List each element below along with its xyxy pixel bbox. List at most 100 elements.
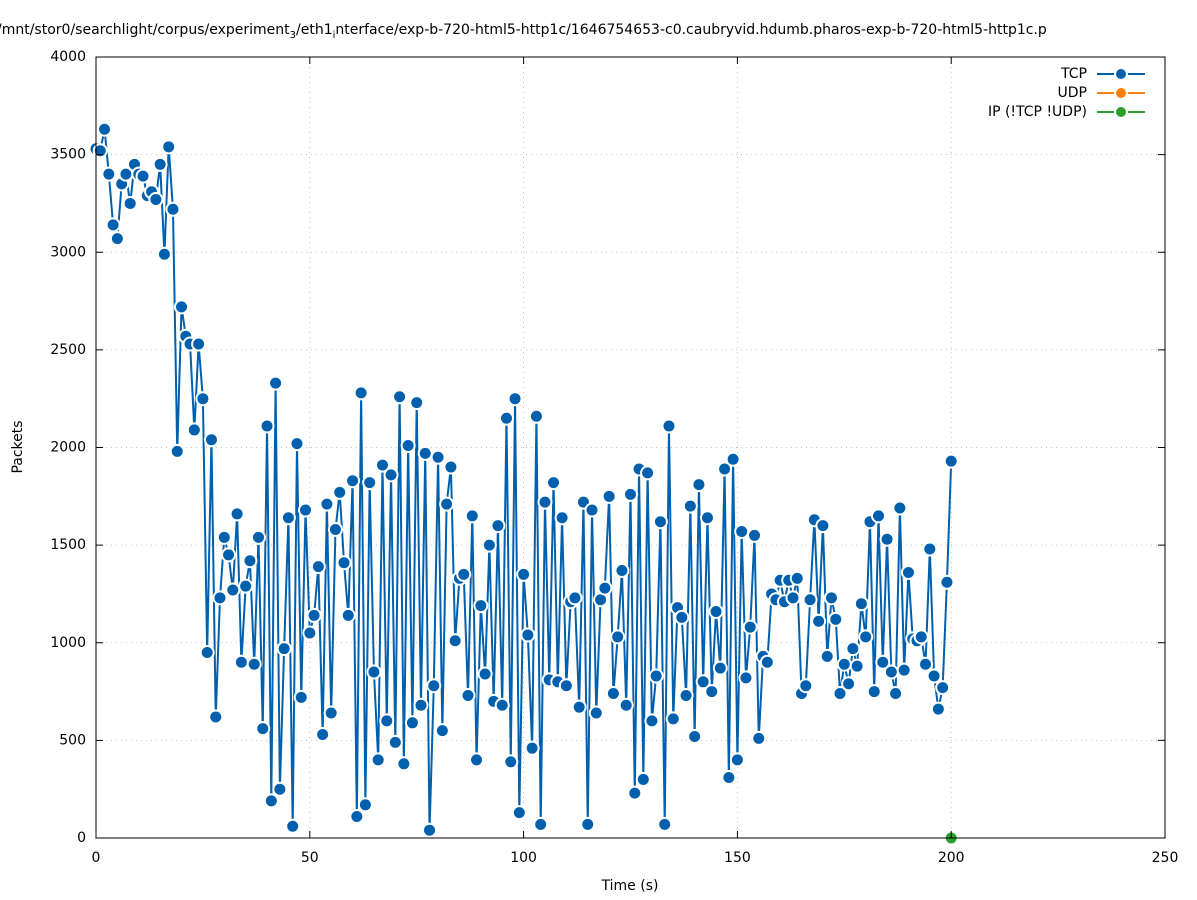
data-point [340,607,356,623]
data-point [319,496,335,512]
y-tick-label: 2500 [50,342,86,358]
data-point [494,697,510,713]
data-point [229,506,245,522]
data-point [246,656,262,672]
data-point [623,486,638,502]
data-point [618,697,634,713]
data-point [135,168,151,184]
data-point [828,611,844,627]
data-point [298,502,314,518]
data-point [785,590,801,606]
data-point [738,670,754,686]
data-point [379,713,395,729]
data-point [195,391,211,407]
data-point [896,662,912,678]
data-point [366,664,382,680]
data-point [558,678,574,694]
data-point [892,500,908,516]
data-point [815,518,831,534]
data-point [717,461,733,477]
data-point [524,740,540,756]
data-point [430,449,446,465]
data-point [687,728,703,744]
data-point [238,578,254,594]
data-point [473,598,489,614]
legend-label: TCP [1060,66,1087,82]
x-tick-label: 0 [92,850,101,866]
data-point [900,564,916,580]
data-point [186,422,202,438]
title-subscript: 3 [290,30,296,41]
data-point [930,701,946,717]
data-point [250,529,266,545]
data-point [97,121,113,137]
data-point [409,395,425,411]
data-point [836,656,852,672]
data-point [370,752,386,768]
data-point [191,336,207,352]
data-point [802,592,818,608]
data-point [516,566,532,582]
data-point [199,645,215,661]
legend-label: IP (!TCP !UDP) [988,104,1087,120]
data-point [439,496,455,512]
data-point [353,385,369,401]
data-point [477,666,493,682]
data-point [233,654,249,670]
data-point [674,609,690,625]
data-point [148,192,164,208]
data-point [849,658,865,674]
data-point [289,436,305,452]
x-tick-label: 200 [938,850,965,866]
data-point [721,769,737,785]
y-tick-label: 0 [77,830,86,846]
data-point [174,299,190,315]
data-point [327,522,343,538]
data-point [704,684,720,700]
data-point [866,684,882,700]
data-point [644,713,660,729]
data-point [879,531,895,547]
y-tick-label: 4000 [50,49,86,65]
data-point [456,566,472,582]
data-point [109,231,125,247]
data-point [310,559,326,575]
data-point [729,752,745,768]
data-point [122,195,138,211]
data-point [567,590,583,606]
data-point [699,510,715,526]
data-point [648,668,664,684]
data-point [546,475,562,491]
data-point [268,375,284,391]
x-tick-label: 100 [510,850,537,866]
title-part: /mnt/stor0/searchlight/corpus/experiment [0,22,290,38]
data-point [357,797,373,813]
y-tick-label: 3000 [50,244,86,260]
data-point [302,625,318,641]
data-point [913,629,929,645]
data-point [101,166,117,182]
data-point [152,156,168,172]
data-point [490,518,506,534]
data-point [922,541,938,557]
legend-label: UDP [1058,85,1087,101]
data-point [871,508,887,524]
data-point [469,752,485,768]
data-point [460,687,476,703]
data-point [498,410,514,426]
legend: TCP UDP IP (!TCP !UDP) [988,66,1145,120]
title-subscript: i [333,30,336,41]
data-point [362,475,378,491]
data-point [537,494,553,510]
data-point [695,674,711,690]
data-point [597,580,613,596]
data-point [156,246,172,262]
data-point [285,818,301,834]
data-point [610,629,626,645]
data-point [212,590,228,606]
data-point [554,510,570,526]
y-tick-label: 1500 [50,537,86,553]
data-point [396,756,412,772]
data-point [943,453,959,469]
y-tick-label: 1000 [50,635,86,651]
